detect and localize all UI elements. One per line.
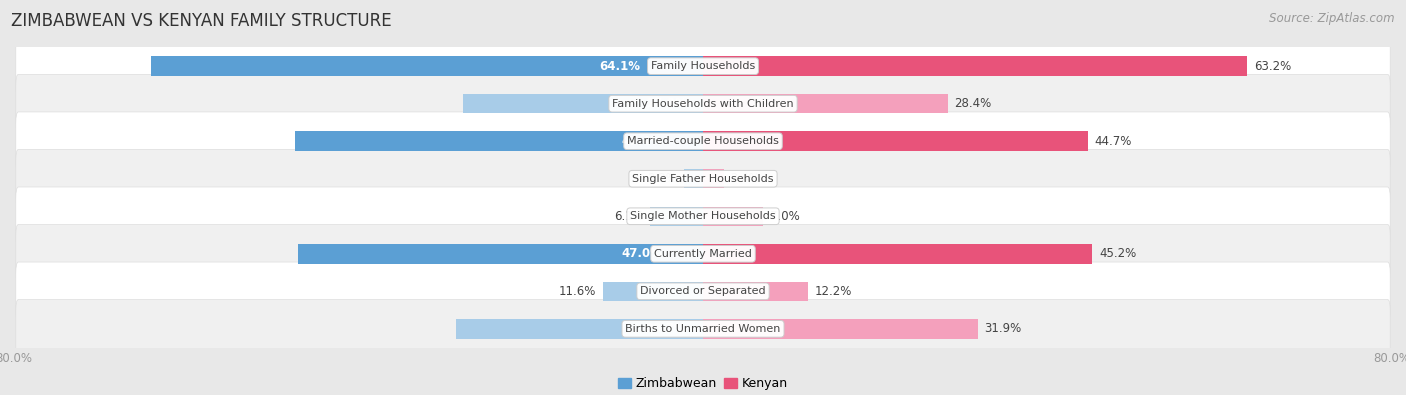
Bar: [703, 132, 1088, 151]
Text: Currently Married: Currently Married: [654, 249, 752, 259]
Legend: Zimbabwean, Kenyan: Zimbabwean, Kenyan: [613, 372, 793, 395]
Text: 12.2%: 12.2%: [815, 285, 852, 298]
Text: 63.2%: 63.2%: [1254, 60, 1291, 73]
Bar: [295, 132, 703, 151]
Bar: [703, 282, 808, 301]
Text: Family Households with Children: Family Households with Children: [612, 99, 794, 109]
Text: 47.4%: 47.4%: [621, 135, 662, 148]
Text: Source: ZipAtlas.com: Source: ZipAtlas.com: [1270, 12, 1395, 25]
Text: 6.1%: 6.1%: [613, 210, 644, 223]
Text: Births to Unmarried Women: Births to Unmarried Women: [626, 324, 780, 334]
FancyBboxPatch shape: [15, 224, 1391, 283]
FancyBboxPatch shape: [15, 74, 1391, 133]
Bar: [298, 244, 703, 263]
Text: Single Mother Households: Single Mother Households: [630, 211, 776, 221]
FancyBboxPatch shape: [15, 112, 1391, 171]
Text: 28.7%: 28.7%: [645, 322, 686, 335]
Text: Married-couple Households: Married-couple Households: [627, 136, 779, 146]
Text: Single Father Households: Single Father Households: [633, 174, 773, 184]
Bar: [685, 169, 703, 188]
Bar: [703, 207, 763, 226]
Bar: [603, 282, 703, 301]
Bar: [703, 319, 977, 339]
Text: 2.2%: 2.2%: [647, 172, 678, 185]
Text: 31.9%: 31.9%: [984, 322, 1022, 335]
Text: 28.4%: 28.4%: [955, 97, 991, 110]
Text: 27.9%: 27.9%: [647, 97, 688, 110]
Bar: [703, 244, 1092, 263]
Text: 45.2%: 45.2%: [1099, 247, 1136, 260]
FancyBboxPatch shape: [15, 262, 1391, 321]
Text: 44.7%: 44.7%: [1095, 135, 1132, 148]
FancyBboxPatch shape: [15, 37, 1391, 96]
Bar: [651, 207, 703, 226]
Text: 64.1%: 64.1%: [600, 60, 641, 73]
FancyBboxPatch shape: [15, 187, 1391, 246]
Bar: [456, 319, 703, 339]
Text: 47.0%: 47.0%: [621, 247, 662, 260]
Text: ZIMBABWEAN VS KENYAN FAMILY STRUCTURE: ZIMBABWEAN VS KENYAN FAMILY STRUCTURE: [11, 12, 392, 30]
Bar: [463, 94, 703, 113]
Text: Family Households: Family Households: [651, 61, 755, 71]
Bar: [150, 56, 703, 76]
Text: Divorced or Separated: Divorced or Separated: [640, 286, 766, 296]
Text: 11.6%: 11.6%: [558, 285, 596, 298]
FancyBboxPatch shape: [15, 149, 1391, 208]
Text: 2.4%: 2.4%: [731, 172, 761, 185]
Bar: [703, 56, 1247, 76]
Bar: [703, 94, 948, 113]
Text: 7.0%: 7.0%: [770, 210, 800, 223]
Bar: [703, 169, 724, 188]
FancyBboxPatch shape: [15, 299, 1391, 358]
